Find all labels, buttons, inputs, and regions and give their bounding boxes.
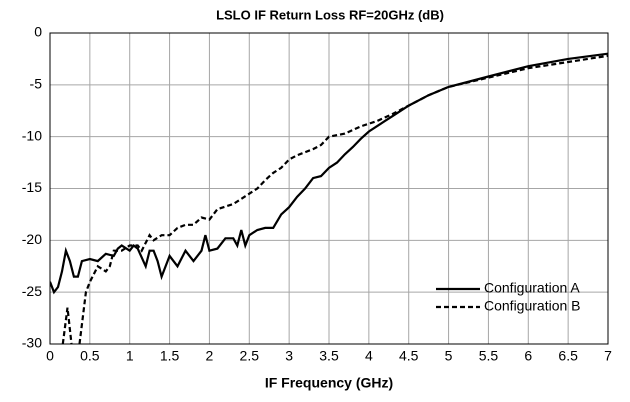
y-tick-label: -15 [22, 179, 42, 195]
x-tick-label: 0.5 [80, 348, 100, 364]
series-line [50, 52, 608, 295]
x-tick-label: 7 [604, 348, 612, 364]
y-tick-label: 0 [34, 24, 42, 40]
y-tick-label: -10 [22, 127, 42, 143]
x-tick-label: 6 [524, 348, 532, 364]
plot-border [49, 32, 609, 345]
y-tick-label: -20 [22, 231, 42, 247]
x-tick-label: 1.5 [160, 348, 180, 364]
y-tick-label: -30 [22, 335, 42, 351]
y-tick-label: -25 [22, 283, 42, 299]
x-tick-label: 3 [285, 348, 293, 364]
x-tick-label: 3.5 [319, 348, 339, 364]
x-tick-label: 4.5 [399, 348, 419, 364]
x-tick-label: 2 [206, 348, 214, 364]
x-tick-label: 2.5 [240, 348, 260, 364]
series-line [61, 54, 608, 344]
chart-title: LSLO IF Return Loss RF=20GHz (dB) [216, 7, 444, 22]
legend-label: Configuration A [484, 280, 580, 296]
x-axis-label: IF Frequency (GHz) [265, 375, 393, 391]
legend-label: Configuration B [484, 298, 581, 314]
x-tick-label: 5.5 [479, 348, 499, 364]
x-tick-label: 0 [46, 348, 54, 364]
x-tick-label: 4 [365, 348, 373, 364]
x-tick-label: 1 [126, 348, 134, 364]
x-tick-label: 6.5 [558, 348, 578, 364]
x-tick-label: 5 [445, 348, 453, 364]
y-tick-label: -5 [30, 76, 43, 92]
